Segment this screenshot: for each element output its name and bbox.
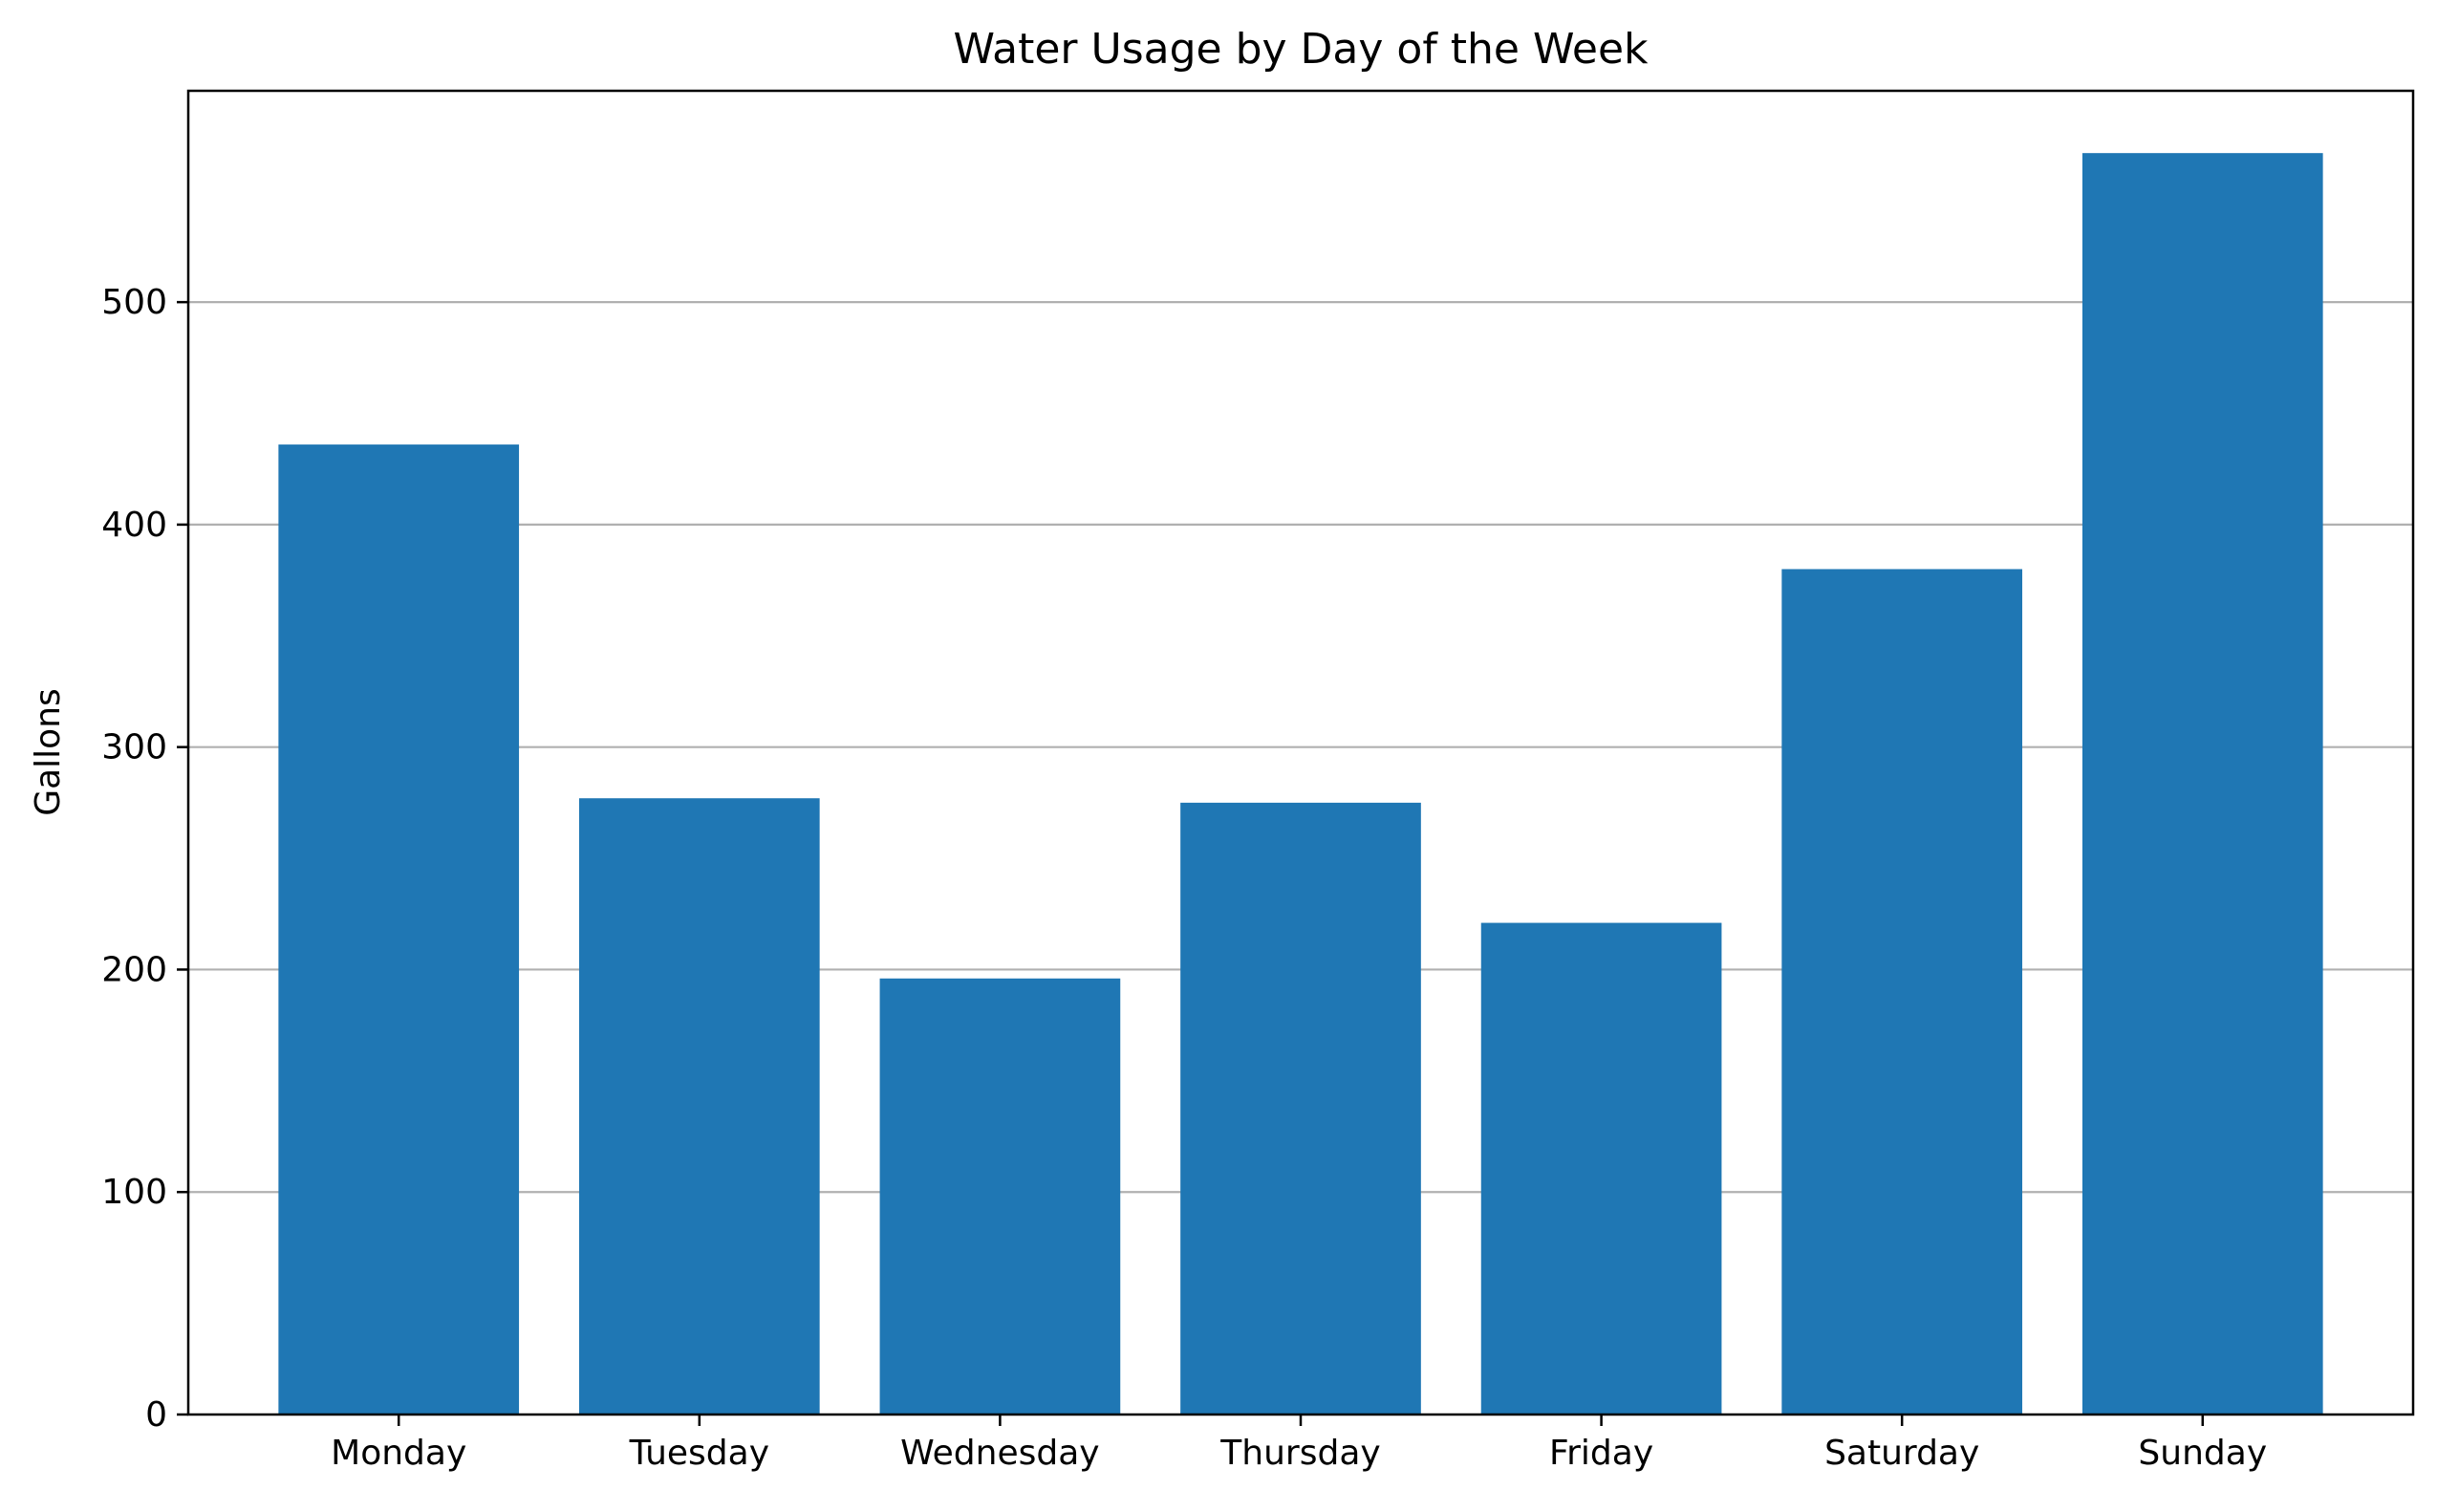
- x-tick-label: Sunday: [2138, 1434, 2267, 1473]
- y-tick-label: 100: [101, 1173, 167, 1212]
- x-tick-label: Wednesday: [900, 1434, 1099, 1473]
- x-tick-label: Saturday: [1824, 1434, 1979, 1473]
- y-tick-label: 500: [101, 283, 167, 322]
- axis-ticks: 0 100 200 300 400 500 Monday Tuesday Wednesday Th…: [101, 283, 2267, 1473]
- bar-sunday: [2081, 153, 2323, 1415]
- x-tick-label: Thursday: [1219, 1434, 1380, 1473]
- y-tick-label: 400: [101, 506, 167, 545]
- chart-title: Water Usage by Day of the Week: [953, 25, 1649, 74]
- x-tick-label: Tuesday: [629, 1434, 769, 1473]
- bar-saturday: [1781, 569, 2023, 1415]
- bar-wednesday: [879, 978, 1121, 1415]
- bar-monday: [278, 444, 520, 1415]
- bar-tuesday: [578, 798, 820, 1415]
- y-tick-label: 0: [145, 1395, 167, 1435]
- y-tick-label: 300: [101, 728, 167, 767]
- y-tick-label: 200: [101, 950, 167, 989]
- bars: [278, 153, 2323, 1415]
- bar-thursday: [1180, 802, 1421, 1415]
- x-tick-label: Monday: [331, 1434, 466, 1473]
- bar-friday: [1480, 922, 1722, 1415]
- y-axis-label: Gallons: [29, 688, 68, 816]
- x-tick-label: Friday: [1549, 1434, 1653, 1473]
